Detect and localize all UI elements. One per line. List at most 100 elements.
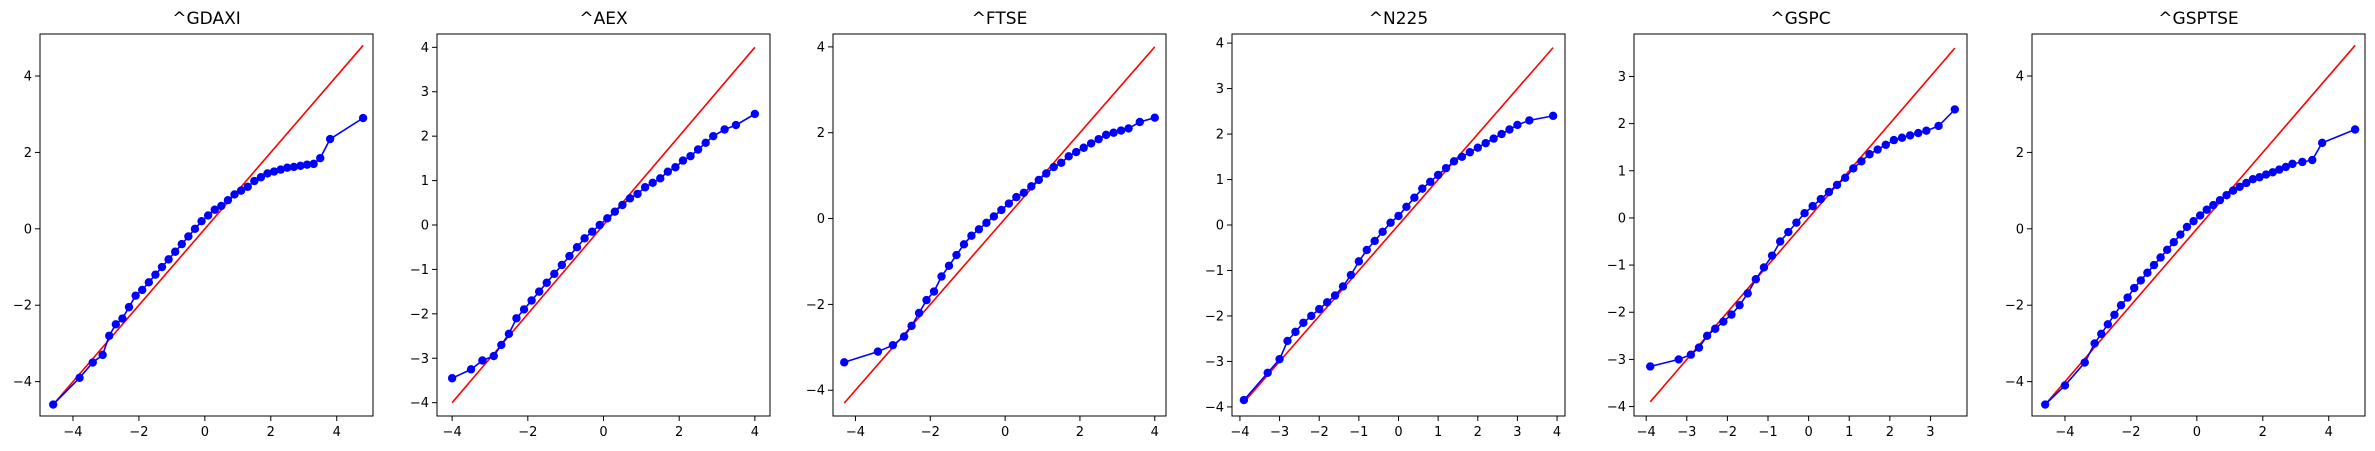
x-tick-label: 0 — [2193, 425, 2201, 440]
data-point — [1646, 362, 1655, 371]
y-tick-label: −3 — [1607, 353, 1626, 368]
data-point — [2060, 381, 2070, 390]
data-point — [164, 255, 173, 264]
data-point — [289, 162, 299, 172]
data-point — [840, 358, 849, 367]
data-point — [325, 134, 335, 144]
qq-panel-5: ^GSPTSE −4 −2 0 2 4 −4 −2 0 2 4 — [2005, 9, 2366, 440]
data-point — [686, 151, 695, 161]
x-tick-label: −2 — [129, 425, 148, 440]
data-point — [1849, 164, 1858, 173]
data-point — [1889, 135, 1899, 145]
data-point — [48, 400, 58, 409]
data-point — [1338, 282, 1348, 291]
panel-title: ^GDAXI — [172, 9, 241, 29]
x-tick-label: 2 — [267, 425, 275, 440]
data-point — [276, 165, 285, 174]
data-point — [1694, 343, 1704, 352]
data-point — [1525, 116, 1534, 125]
data-point — [618, 200, 627, 210]
data-point — [1832, 180, 1842, 190]
qq-panel-4: ^GSPC −4 −3 −2 −1 0 1 2 3 −4 −3 −2 −1 0 1 2 3 — [1607, 9, 1968, 440]
y-tick-label: −2 — [1607, 306, 1626, 321]
data-point — [1711, 324, 1720, 333]
data-point — [1299, 318, 1308, 327]
data-point — [1897, 133, 1907, 142]
data-point — [1079, 143, 1088, 152]
x-tick-label: 4 — [333, 425, 341, 440]
data-point — [565, 251, 574, 261]
y-tick-label: −4 — [13, 375, 32, 390]
x-tick-label: 1 — [1845, 425, 1853, 440]
data-point — [907, 321, 916, 331]
x-tick-label: −2 — [1718, 425, 1737, 440]
data-point — [1116, 126, 1126, 135]
data-point — [250, 176, 259, 186]
data-point — [2288, 159, 2297, 169]
data-point — [1064, 152, 1073, 161]
x-tick-label: 1 — [1434, 425, 1442, 440]
data-point — [2275, 165, 2284, 174]
data-point — [1330, 291, 1340, 300]
data-point — [2261, 170, 2271, 179]
x-tick-label: −3 — [1270, 425, 1289, 440]
axes-frame — [832, 33, 1167, 417]
qq-panel-2: ^FTSE −4 −2 0 2 4 −4 −2 0 2 4 — [806, 9, 1167, 440]
data-point — [447, 374, 457, 383]
data-point — [1473, 143, 1482, 152]
data-point — [2176, 230, 2185, 239]
x-tick-label: 2 — [2259, 425, 2267, 440]
data-point — [1743, 289, 1752, 298]
data-point — [497, 340, 506, 350]
data-point — [2215, 195, 2225, 205]
data-point — [1027, 182, 1036, 191]
y-tick-label: −2 — [1205, 309, 1224, 324]
data-point — [1072, 147, 1081, 157]
data-point — [1686, 350, 1696, 359]
data-point — [2317, 138, 2327, 148]
data-point — [1275, 354, 1284, 364]
data-point — [1457, 152, 1467, 161]
data-point — [2103, 320, 2113, 329]
y-tick-label: 4 — [1216, 37, 1224, 52]
data-point — [1465, 148, 1475, 157]
panel-title: ^AEX — [579, 9, 628, 29]
y-tick-label: 0 — [817, 212, 825, 227]
x-tick-label: −4 — [846, 425, 865, 440]
data-point — [223, 195, 233, 205]
data-point — [1505, 125, 1514, 134]
data-point — [2162, 245, 2172, 255]
x-tick-label: −4 — [2055, 425, 2074, 440]
data-point — [1702, 331, 1712, 341]
data-point — [542, 278, 551, 287]
data-point — [1759, 263, 1769, 272]
y-tick-label: −4 — [2005, 375, 2024, 390]
data-point — [217, 201, 226, 211]
x-tick-label: 0 — [599, 425, 607, 440]
y-tick-label: 0 — [1618, 211, 1626, 226]
data-point — [1800, 209, 1809, 218]
data-point — [1418, 184, 1427, 193]
data-point — [2189, 216, 2198, 226]
x-tick-label: −4 — [443, 425, 462, 440]
data-point — [959, 240, 969, 249]
data-point — [177, 239, 186, 249]
qq-panel-0: ^GDAXI −4 −2 0 2 4 −4 −2 0 2 4 — [13, 9, 374, 440]
data-point — [678, 156, 688, 165]
y-tick-label: 3 — [1618, 70, 1626, 85]
data-point — [1042, 169, 1051, 178]
data-point — [2281, 162, 2291, 172]
data-point — [1402, 202, 1411, 212]
data-point — [1548, 111, 1558, 121]
data-point — [633, 189, 642, 199]
data-point — [489, 351, 498, 361]
data-point — [1086, 139, 1096, 148]
qq-panel-1: ^AEX −4 −2 0 2 4 −4 −3 −2 −1 0 1 2 3 4 — [410, 9, 771, 440]
data-point — [1808, 201, 1817, 211]
data-point — [572, 243, 582, 252]
data-point — [750, 109, 760, 119]
data-point — [2040, 400, 2050, 409]
panel-title: ^N225 — [1369, 9, 1428, 29]
data-point — [557, 260, 567, 270]
